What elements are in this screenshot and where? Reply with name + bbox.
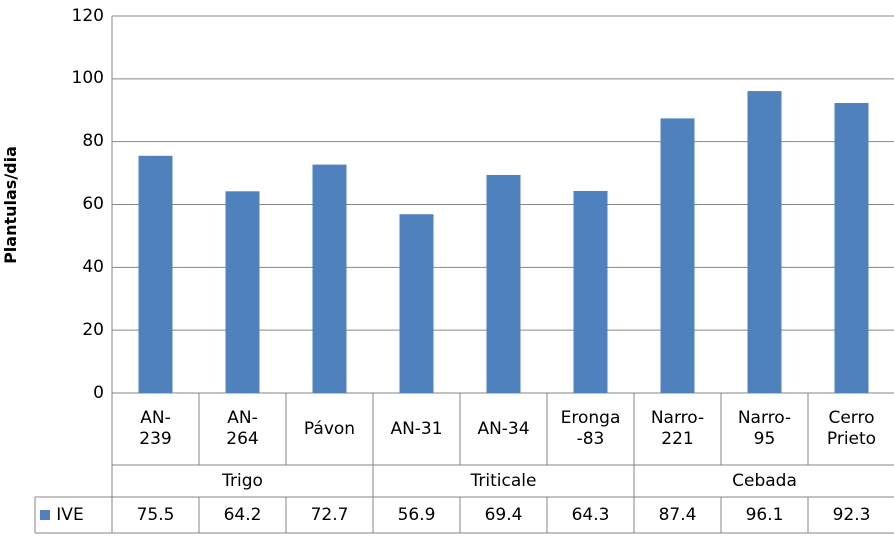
y-tick-label: 120 — [71, 5, 104, 26]
x-tick-label: AN- 264 — [226, 408, 259, 449]
y-tick-label: 100 — [71, 68, 104, 89]
table-value: 56.9 — [397, 504, 436, 525]
table-value: 75.5 — [136, 504, 175, 525]
group-label: Cebada — [732, 470, 797, 491]
bar — [834, 103, 869, 393]
x-tick-label: Narro- 95 — [737, 408, 792, 449]
bar — [747, 91, 782, 394]
bar — [225, 191, 260, 393]
bar — [486, 174, 521, 393]
group-label: Trigo — [222, 470, 263, 491]
y-tick-label: 80 — [82, 131, 104, 152]
table-value: 92.3 — [832, 504, 871, 525]
table-value: 64.2 — [223, 504, 262, 525]
table-value: 64.3 — [571, 504, 610, 525]
bar — [138, 155, 173, 393]
legend-label: IVE — [56, 504, 84, 525]
group-label: Triticale — [470, 470, 537, 491]
table-value: 96.1 — [745, 504, 784, 525]
legend-swatch — [40, 510, 50, 520]
x-tick-label: Cerro Prieto — [826, 408, 877, 449]
table-value: 69.4 — [484, 504, 523, 525]
table-value: 72.7 — [310, 504, 349, 525]
y-axis-label: Plantulas/dia — [0, 146, 20, 264]
table-value: 87.4 — [658, 504, 697, 525]
y-tick-label: 0 — [93, 382, 104, 403]
bar — [312, 164, 347, 393]
x-tick-label: AN-31 — [390, 418, 443, 439]
x-tick-label: Pávon — [303, 418, 356, 439]
x-tick-label: AN-34 — [477, 418, 530, 439]
y-tick-label: 60 — [82, 194, 104, 214]
x-tick-label: AN- 239 — [139, 408, 172, 449]
bar — [399, 214, 434, 393]
y-tick-label: 20 — [82, 319, 104, 340]
x-tick-label: Narro- 221 — [650, 408, 705, 449]
bar — [573, 190, 608, 393]
x-tick-label: Eronga -83 — [560, 408, 621, 449]
bar — [660, 118, 695, 393]
y-tick-label: 40 — [82, 256, 104, 277]
